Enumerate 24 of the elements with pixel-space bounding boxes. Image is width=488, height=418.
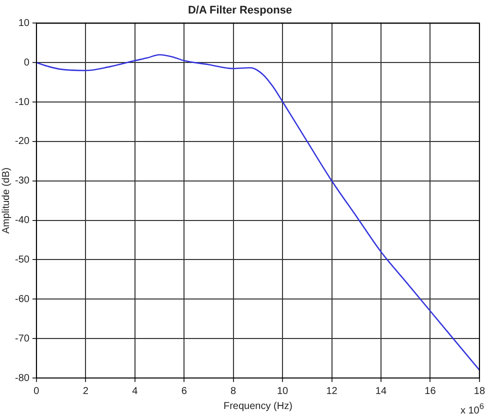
y-tick-label: -40 xyxy=(15,215,30,226)
x-tick-label: 14 xyxy=(375,386,387,397)
y-tick-label: -10 xyxy=(15,96,30,108)
y-tick-label: -70 xyxy=(15,333,30,344)
x-tick-label: 18 xyxy=(474,386,486,397)
x-tick-label: 6 xyxy=(181,386,188,397)
x-tick-label: 0 xyxy=(34,386,40,397)
y-tick-label: 0 xyxy=(24,57,30,68)
x-tick-label: 4 xyxy=(132,386,138,397)
x-tick-label: 8 xyxy=(230,386,237,397)
text: x 10$^{6}$ xyxy=(460,400,484,416)
y-tick-label: -60 xyxy=(15,294,30,305)
x-tick-label: 12 xyxy=(326,386,338,397)
y-tick-label: -80 xyxy=(15,372,30,384)
y-tick-label: -20 xyxy=(15,136,30,148)
y-tick-label: -30 xyxy=(15,176,30,187)
x-tick-label: 16 xyxy=(424,386,436,397)
y-axis-title: Amplitude (dB) xyxy=(0,168,12,234)
y-tick-label: 10 xyxy=(18,18,30,29)
x-tick-label: 10 xyxy=(276,386,289,397)
x-tick-label: 2 xyxy=(82,386,89,397)
chart-title: D/A Filter Response xyxy=(188,4,292,17)
y-tick-label: -50 xyxy=(15,254,30,266)
x-axis-title: Frequency (Hz) xyxy=(223,400,292,412)
